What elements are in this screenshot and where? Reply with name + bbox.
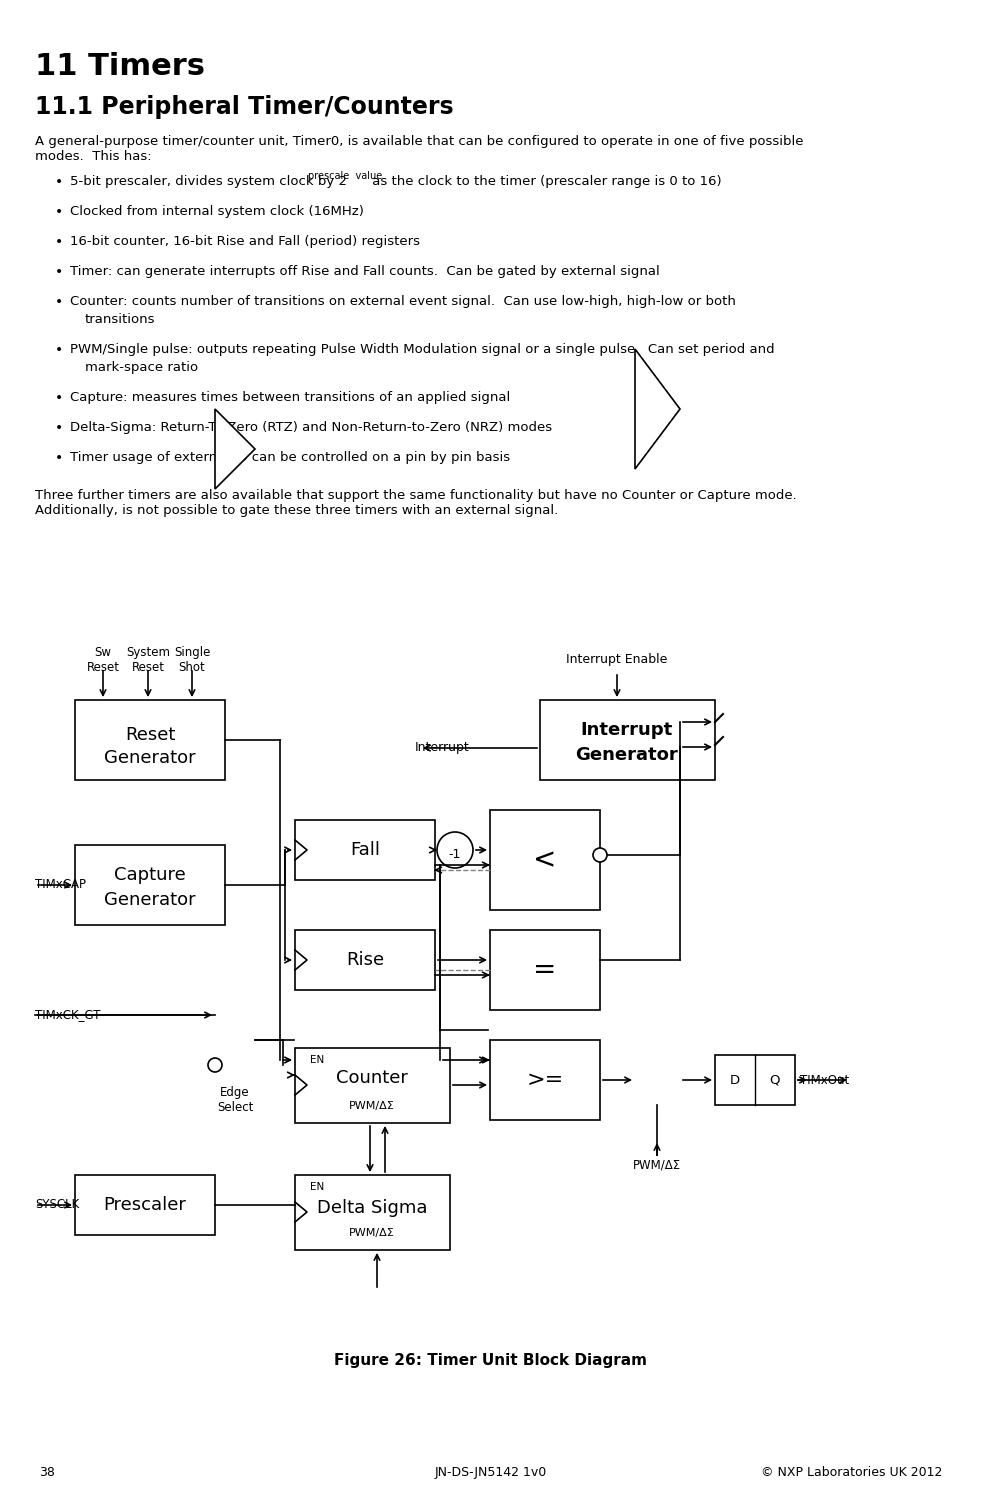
Text: TIMxCK_GT: TIMxCK_GT [35,1008,100,1021]
Text: D: D [730,1074,740,1087]
Text: as the clock to the timer (prescaler range is 0 to 16): as the clock to the timer (prescaler ran… [368,176,722,188]
Circle shape [593,849,607,862]
Text: Sw
Reset: Sw Reset [86,646,120,675]
Text: SYSCLK: SYSCLK [35,1199,80,1212]
Text: 16-bit counter, 16-bit Rise and Fall (period) registers: 16-bit counter, 16-bit Rise and Fall (pe… [70,235,420,249]
Text: Capture: Capture [114,867,186,884]
Bar [295,820,435,880]
Text: •: • [55,176,63,189]
Bar [490,810,600,910]
Polygon shape [215,409,255,488]
Text: PWM/ΔΣ: PWM/ΔΣ [350,1100,395,1111]
Text: prescale  value: prescale value [308,171,382,182]
Text: -1: -1 [449,847,462,861]
Text: Q: Q [770,1074,781,1087]
Text: Delta Sigma: Delta Sigma [317,1199,427,1217]
Text: © NXP Laboratories UK 2012: © NXP Laboratories UK 2012 [761,1467,943,1480]
Text: PWM/ΔΣ: PWM/ΔΣ [633,1158,682,1172]
Text: 11.1 Peripheral Timer/Counters: 11.1 Peripheral Timer/Counters [35,95,454,119]
Circle shape [437,832,473,868]
Bar [715,1056,795,1105]
Text: Interrupt: Interrupt [581,721,673,739]
Text: •: • [55,392,63,405]
Text: Interrupt Enable: Interrupt Enable [567,654,668,667]
Text: Delta-Sigma: Return-To-Zero (RTZ) and Non-Return-to-Zero (NRZ) modes: Delta-Sigma: Return-To-Zero (RTZ) and No… [70,421,552,433]
Text: •: • [55,342,63,357]
Text: Fall: Fall [350,841,380,859]
Text: Timer: can generate interrupts off Rise and Fall counts.  Can be gated by extern: Timer: can generate interrupts off Rise … [70,265,660,278]
Text: Edge
Select: Edge Select [217,1085,253,1114]
Text: A general-purpose timer/counter unit, Timer0, is available that can be configure: A general-purpose timer/counter unit, Ti… [35,135,803,162]
Text: Reset: Reset [125,727,175,744]
Text: Generator: Generator [104,749,195,767]
Text: mark-space ratio: mark-space ratio [85,360,198,374]
Text: •: • [55,265,63,278]
Text: Three further timers are also available that support the same functionality but : Three further timers are also available … [35,488,796,517]
Text: Generator: Generator [575,746,679,764]
Text: Figure 26: Timer Unit Block Diagram: Figure 26: Timer Unit Block Diagram [335,1352,647,1367]
Text: System
Reset: System Reset [126,646,170,675]
Text: Generator: Generator [104,890,195,908]
Text: •: • [55,235,63,249]
Text: PWM/Single pulse: outputs repeating Pulse Width Modulation signal or a single pu: PWM/Single pulse: outputs repeating Puls… [70,342,775,356]
Text: •: • [55,205,63,219]
Text: Capture: measures times between transitions of an applied signal: Capture: measures times between transiti… [70,392,511,404]
Text: Rise: Rise [346,951,384,969]
Polygon shape [635,348,680,469]
Bar [295,931,435,990]
Text: •: • [55,421,63,435]
Text: Single
Shot: Single Shot [174,646,210,675]
Text: TIMxCAP: TIMxCAP [35,879,86,892]
Text: PWM/ΔΣ: PWM/ΔΣ [350,1228,395,1237]
Text: EN: EN [310,1182,324,1193]
Bar [75,1175,215,1234]
Text: JN-DS-JN5142 1v0: JN-DS-JN5142 1v0 [435,1467,547,1480]
Text: Interrupt: Interrupt [415,742,470,755]
Text: EN: EN [310,1056,324,1065]
Text: Counter: Counter [336,1069,408,1087]
Text: Counter: counts number of transitions on external event signal.  Can use low-hig: Counter: counts number of transitions on… [70,295,736,308]
Text: 38: 38 [39,1467,55,1480]
Text: >=: >= [526,1071,564,1090]
Text: •: • [55,295,63,310]
Bar [295,1048,450,1123]
Bar [540,700,715,780]
Bar [75,844,225,925]
Text: •: • [55,451,63,465]
Bar [490,931,600,1010]
Text: 5-bit prescaler, divides system clock by 2: 5-bit prescaler, divides system clock by… [70,176,352,188]
Text: transitions: transitions [85,313,155,326]
Bar [490,1039,600,1120]
Bar [75,700,225,780]
Bar [295,1175,450,1249]
Circle shape [208,1059,222,1072]
Text: <: < [533,846,557,874]
Text: Clocked from internal system clock (16MHz): Clocked from internal system clock (16MH… [70,205,364,217]
Text: =: = [533,956,557,984]
Text: Prescaler: Prescaler [103,1196,187,1214]
Text: Timer usage of external IO can be controlled on a pin by pin basis: Timer usage of external IO can be contro… [70,451,510,465]
Text: 11 Timers: 11 Timers [35,52,205,80]
Text: TIMxOut: TIMxOut [800,1074,849,1087]
